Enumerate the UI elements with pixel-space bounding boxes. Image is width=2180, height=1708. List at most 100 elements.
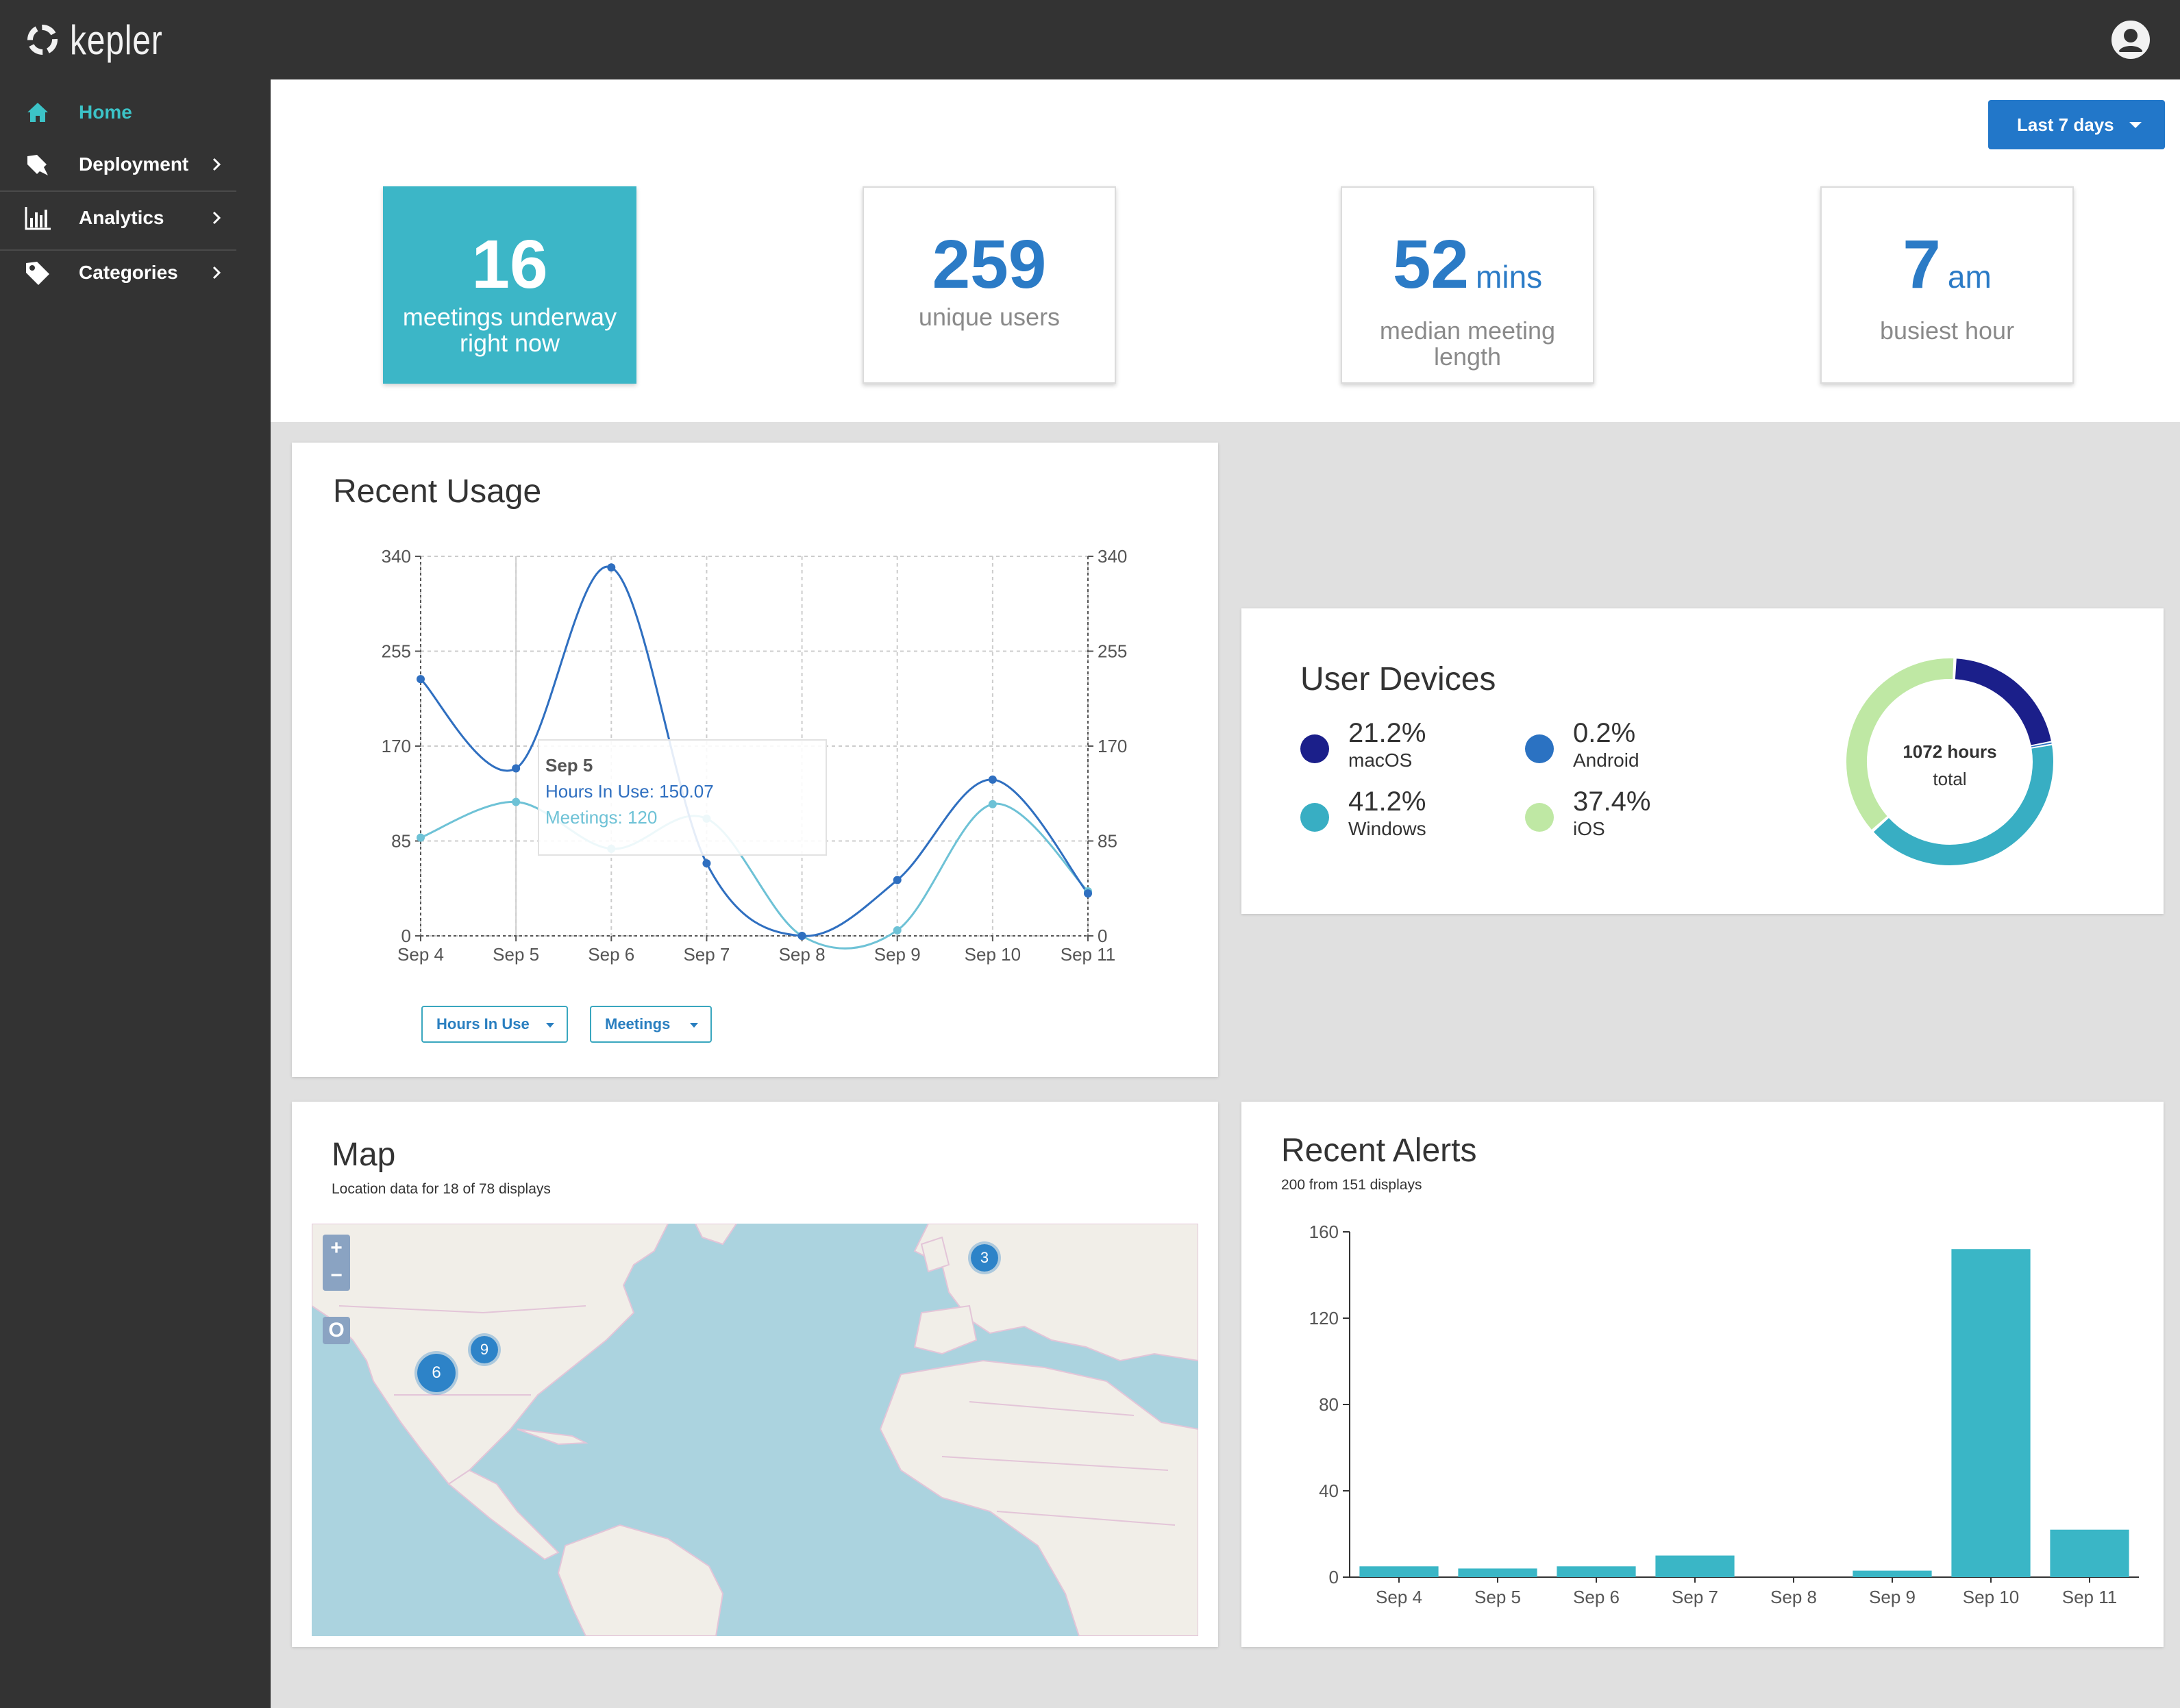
data-point-hours-in-use bbox=[893, 876, 902, 884]
x-tick-label: Sep 6 bbox=[1573, 1587, 1620, 1607]
zoom-controls: + − bbox=[323, 1235, 350, 1291]
app-logo[interactable]: kepler bbox=[25, 15, 186, 64]
kepler-logo-icon bbox=[27, 25, 58, 55]
date-range-dropdown[interactable]: Last 7 days bbox=[1988, 100, 2165, 149]
device-legend-item: 21.2% macOS bbox=[1300, 718, 1506, 773]
card-subtitle: Location data for 18 of 78 displays bbox=[332, 1181, 551, 1197]
x-tick-label: Sep 4 bbox=[1376, 1587, 1422, 1607]
card-title: Recent Alerts bbox=[1281, 1133, 1477, 1169]
home-icon bbox=[27, 103, 48, 122]
bar-chart-icon bbox=[25, 207, 51, 230]
map-cluster-marker[interactable]: 9 bbox=[468, 1333, 501, 1366]
bar bbox=[1557, 1566, 1636, 1577]
zoom-in-button[interactable]: + bbox=[330, 1237, 343, 1259]
stat-label: median meeting bbox=[1379, 317, 1556, 345]
sidebar-item-deployment[interactable]: Deployment bbox=[0, 138, 236, 190]
sidebar: Home Deployment Analytics Categories bbox=[0, 79, 271, 1708]
y-tick-label: 85 bbox=[391, 831, 411, 852]
data-point-hours-in-use bbox=[702, 859, 711, 868]
device-name: macOS bbox=[1348, 750, 1413, 771]
stat-card-meetings-now[interactable]: 16 meetings underway right now bbox=[383, 186, 636, 384]
rocket-icon bbox=[27, 155, 48, 175]
map-cluster-marker[interactable]: 3 bbox=[968, 1241, 1001, 1274]
sidebar-item-analytics[interactable]: Analytics bbox=[0, 192, 236, 244]
data-point-hours-in-use bbox=[512, 764, 521, 773]
macos-color-dot bbox=[1300, 734, 1329, 763]
x-tick-label: Sep 4 bbox=[397, 944, 444, 965]
y-tick-label: 170 bbox=[382, 736, 411, 756]
caret-down-icon bbox=[546, 1023, 554, 1028]
card-title: Map bbox=[332, 1137, 396, 1173]
x-tick-label: Sep 7 bbox=[1672, 1587, 1718, 1607]
x-tick-label: Sep 8 bbox=[1770, 1587, 1817, 1607]
device-name: iOS bbox=[1573, 818, 1605, 839]
tooltip-date: Sep 5 bbox=[545, 755, 593, 776]
tooltip-hours: Hours In Use: 150.07 bbox=[545, 781, 714, 802]
card-title: User Devices bbox=[1300, 661, 1496, 697]
reset-view-button[interactable]: O bbox=[323, 1317, 350, 1344]
meetings-toggle[interactable]: Meetings bbox=[590, 1006, 712, 1043]
donut-total-value: 1072 hours bbox=[1903, 741, 1996, 762]
donut-slice-ios bbox=[1846, 658, 1954, 830]
y-tick-label: 40 bbox=[1319, 1481, 1339, 1501]
recent-usage-chart: 0 0 85 85 170 170 255 255 340 340 Sep 4 Sep 5 Sep 6 S… bbox=[382, 546, 1128, 965]
x-tick-label: Sep 11 bbox=[2062, 1587, 2117, 1607]
device-legend-item: 37.4% iOS bbox=[1525, 787, 1731, 841]
bar bbox=[2050, 1529, 2129, 1577]
device-legend-item: 41.2% Windows bbox=[1300, 787, 1506, 841]
sidebar-item-home[interactable]: Home bbox=[0, 86, 236, 138]
y-tick-label: 0 bbox=[1329, 1567, 1339, 1587]
chevron-right-icon bbox=[212, 266, 221, 280]
stat-value: 16 bbox=[471, 226, 548, 303]
data-point-hours-in-use bbox=[988, 775, 997, 784]
data-point-hours-in-use bbox=[607, 563, 616, 572]
world-map[interactable]: + − O 3 9 6 bbox=[312, 1224, 1198, 1636]
logo-text: kepler bbox=[70, 16, 163, 63]
sidebar-item-label: Deployment bbox=[79, 153, 189, 175]
bar bbox=[1359, 1566, 1439, 1577]
card-subtitle: 200 from 151 displays bbox=[1281, 1177, 1422, 1193]
device-percent: 21.2% bbox=[1348, 718, 1426, 748]
legend-label: Meetings bbox=[605, 1015, 671, 1032]
tooltip-meetings: Meetings: 120 bbox=[545, 807, 657, 828]
sidebar-item-categories[interactable]: Categories bbox=[0, 247, 236, 299]
tag-icon bbox=[26, 262, 49, 285]
user-account-icon[interactable] bbox=[2109, 18, 2153, 62]
zoom-out-button[interactable]: − bbox=[330, 1264, 343, 1287]
top-bar: kepler bbox=[0, 0, 2180, 79]
series-line-hours-in-use bbox=[419, 565, 1089, 937]
stat-value: 259 bbox=[932, 226, 1047, 303]
data-point-hours-in-use bbox=[1084, 889, 1092, 898]
y-tick-label: 340 bbox=[382, 546, 411, 567]
chevron-right-icon bbox=[212, 158, 221, 171]
bar bbox=[1951, 1249, 2031, 1577]
device-percent: 0.2% bbox=[1573, 718, 1636, 748]
data-point-meetings bbox=[893, 926, 902, 935]
recent-alerts-chart: 0 40 80 120 160 Sep 4 Sep 5 Sep 6 Sep 7 Sep 8 Sep … bbox=[1309, 1222, 2139, 1607]
hours-in-use-toggle[interactable]: Hours In Use bbox=[421, 1006, 568, 1043]
x-tick-label: Sep 8 bbox=[779, 944, 826, 965]
android-color-dot bbox=[1525, 734, 1554, 763]
stat-card-busiest-hour[interactable]: 7 am busiest hour bbox=[1820, 186, 2074, 384]
bar bbox=[1655, 1555, 1735, 1577]
tooltip-box bbox=[538, 739, 827, 856]
donut-slice-windows bbox=[1873, 745, 2053, 865]
stat-value: 52 bbox=[1392, 226, 1470, 303]
stat-label: right now bbox=[459, 329, 560, 357]
x-tick-label: Sep 7 bbox=[683, 944, 730, 965]
stat-card-median-length[interactable]: 52 mins median meeting length bbox=[1341, 186, 1594, 384]
donut-slice-macos bbox=[1955, 658, 2051, 745]
sidebar-item-label: Analytics bbox=[79, 207, 164, 228]
sidebar-item-label: Home bbox=[79, 101, 132, 123]
x-tick-label: Sep 9 bbox=[874, 944, 921, 965]
map-cluster-marker[interactable]: 6 bbox=[414, 1351, 458, 1395]
y-tick-label: 160 bbox=[1309, 1222, 1339, 1242]
x-tick-label: Sep 11 bbox=[1061, 944, 1115, 965]
stat-card-unique-users[interactable]: 259 unique users bbox=[863, 186, 1116, 384]
y2-tick-label: 0 bbox=[1098, 926, 1107, 946]
series-line-meetings bbox=[420, 800, 1089, 950]
x-tick-label: Sep 5 bbox=[1474, 1587, 1521, 1607]
x-tick-label: Sep 9 bbox=[1869, 1587, 1916, 1607]
caret-down-icon bbox=[2129, 122, 2142, 128]
y2-tick-label: 85 bbox=[1098, 831, 1117, 852]
